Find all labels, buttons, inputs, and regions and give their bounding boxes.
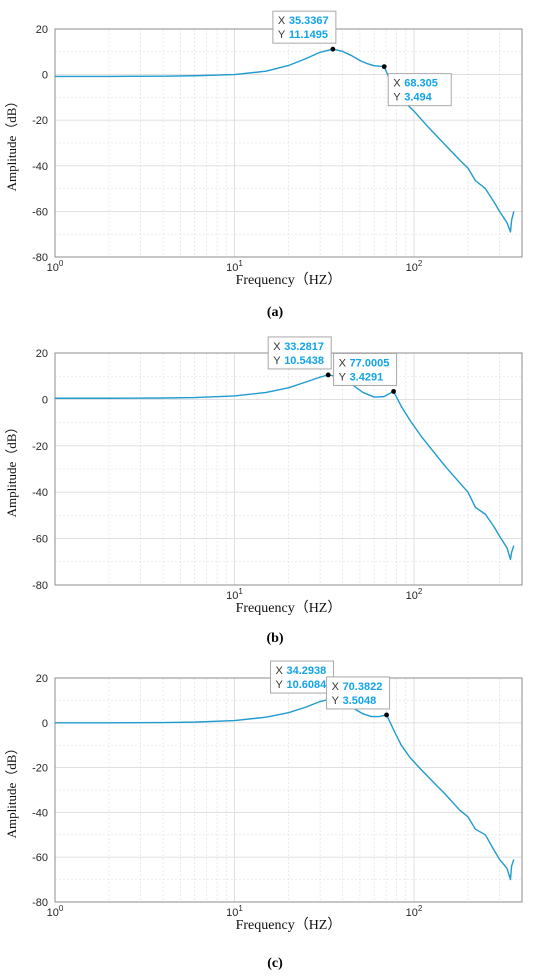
panel-caption: (b) [266,631,283,646]
datatip-box [333,352,398,386]
datatip-x-value: 33.2817 [284,341,324,353]
datatip-x-value: 35.3367 [289,15,329,27]
datatip-key: X [393,78,401,90]
datatip-box [272,10,337,44]
y-axis-title: Amplitude（dB） [4,95,19,192]
datatip-marker[interactable] [325,372,331,378]
datatip-key: X [276,665,284,677]
y-tick-label: -20 [32,763,48,775]
x-tick-label: 101 [226,259,243,274]
datatip-marker[interactable] [384,712,389,718]
y-tick-label: 0 [42,70,48,82]
datatip-marker[interactable] [381,64,387,70]
x-axis-title: Frequency（HZ） [236,272,342,288]
y-axis-title: Amplitude（dB） [4,742,19,839]
x-axis-title: Frequency（HZ） [236,600,342,616]
datatip-key: Y [278,29,286,41]
datatip-marker[interactable] [391,389,396,394]
datatip-key: Y [393,92,401,104]
y-tick-label: -40 [32,807,48,819]
x-tick-label: 101 [226,904,243,919]
x-tick-label: 102 [406,259,423,274]
y-tick-label: 20 [36,673,48,685]
datatip-x-value: 68.305 [404,78,438,90]
datatip-box [267,336,332,370]
datatip-y-value: 11.1495 [289,29,328,41]
datatip-box [270,660,335,694]
panel-caption: (c) [267,956,283,971]
y-tick-label: -40 [32,487,48,499]
datatip-key: Y [276,679,284,691]
y-axis-title: Amplitude（dB） [4,421,19,518]
y-tick-label: -80 [32,897,48,909]
datatip-x-value: 70.3822 [343,681,383,693]
datatip-x-value: 34.2938 [287,665,327,677]
datatip-key: Y [273,355,281,367]
y-tick-label: 0 [42,394,48,406]
y-tick-label: -40 [32,161,48,173]
x-tick-label: 101 [226,587,243,602]
y-tick-label: -60 [32,534,48,546]
y-tick-label: -20 [32,115,48,127]
datatip-marker[interactable] [330,46,336,52]
datatip-key: Y [332,695,340,707]
x-tick-label: 100 [47,904,64,919]
datatip-key: X [273,341,281,353]
datatip-y-value: 3.4291 [350,371,384,383]
y-tick-label: -20 [32,441,48,453]
datatip-box [387,73,452,107]
x-tick-label: 102 [406,904,423,919]
x-tick-label: 100 [47,259,64,274]
y-tick-label: 20 [36,348,48,360]
datatip-key: X [339,357,347,369]
y-tick-label: -60 [32,206,48,218]
datatip-key: Y [339,371,347,383]
y-tick-label: 20 [36,24,48,36]
y-tick-label: -80 [32,580,48,592]
datatip-y-value: 3.494 [404,92,432,104]
series-line-1 [55,698,515,881]
datatip-y-value: 10.5438 [284,355,324,367]
datatip-key: X [278,15,286,27]
datatip-box [326,676,391,710]
datatip-x-value: 77.0005 [350,357,390,369]
panel-caption: (a) [267,305,284,320]
y-tick-label: -80 [32,252,48,264]
x-tick-label: 102 [406,587,423,602]
y-tick-label: -60 [32,852,48,864]
y-tick-label: 0 [42,718,48,730]
datatip-y-value: 10.6084 [287,679,328,691]
datatip-y-value: 3.5048 [343,695,377,707]
x-axis-title: Frequency（HZ） [236,917,342,933]
datatip-key: X [332,681,340,693]
